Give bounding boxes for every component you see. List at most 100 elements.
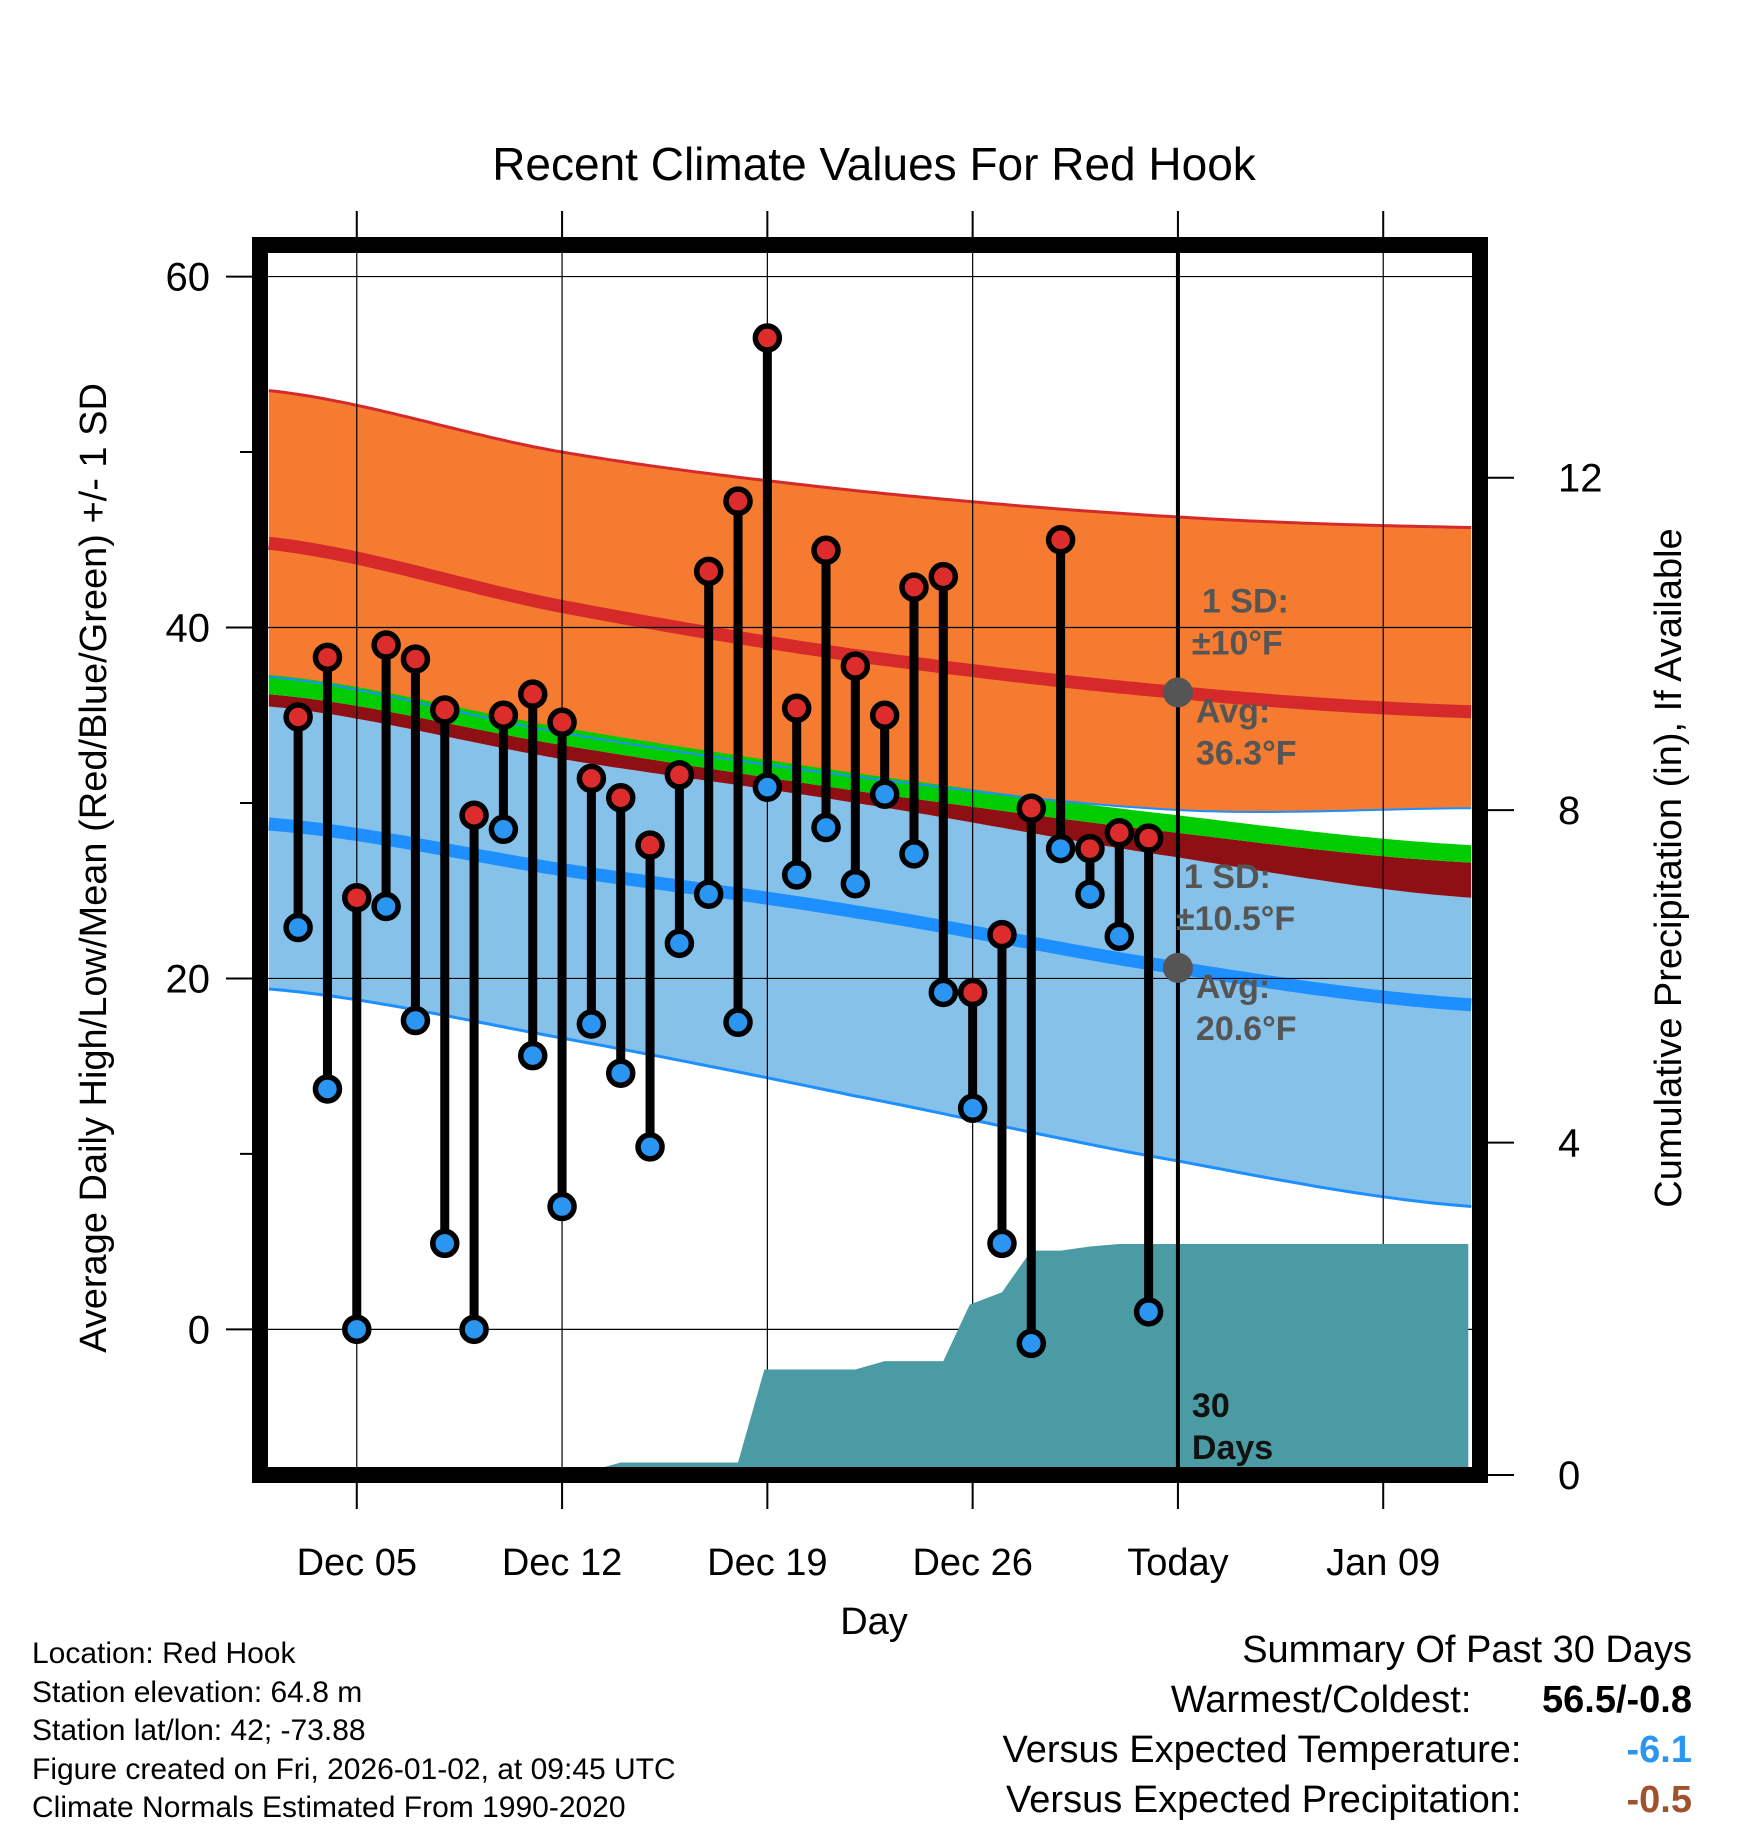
high-avg-marker bbox=[1162, 677, 1193, 708]
daily-low-point bbox=[899, 839, 929, 869]
x-tick-label: Dec 19 bbox=[707, 1542, 827, 1584]
daily-low-point bbox=[957, 1093, 988, 1124]
low-avg-value: 20.6°F bbox=[1196, 1010, 1297, 1048]
daily-high-point bbox=[430, 695, 460, 725]
daily-high-point bbox=[576, 763, 607, 794]
x-tick-label: Today bbox=[1127, 1542, 1228, 1584]
daily-high-point bbox=[869, 700, 900, 730]
x-axis-label: Day bbox=[840, 1601, 908, 1643]
daily-low-point bbox=[723, 1007, 753, 1038]
daily-high-point bbox=[517, 679, 548, 709]
precip-anomaly-label: Versus Expected Precipitation: bbox=[1006, 1779, 1522, 1821]
daily-low-point bbox=[928, 977, 959, 1008]
daily-high-point bbox=[1133, 823, 1164, 853]
daily-low-point bbox=[752, 772, 783, 802]
precip-area bbox=[268, 1244, 1469, 1475]
daily-high-point bbox=[547, 707, 577, 738]
daily-low-point bbox=[312, 1074, 343, 1104]
precipitation-area bbox=[268, 1244, 1469, 1475]
y2-tick-label: 12 bbox=[1558, 457, 1603, 501]
x-tick-label: Dec 05 bbox=[297, 1542, 417, 1584]
days-count-label: 30 bbox=[1192, 1387, 1230, 1425]
mean-outer-band bbox=[268, 694, 1472, 898]
high-sd-label: 1 SD: bbox=[1202, 582, 1289, 620]
high-lower-line bbox=[268, 675, 1472, 813]
daily-low-point bbox=[840, 868, 871, 899]
temp-anomaly-value: -6.1 bbox=[1626, 1729, 1692, 1771]
daily-high-point bbox=[664, 760, 695, 790]
daily-high-point bbox=[459, 800, 489, 831]
info-created: Figure created on Fri, 2026-01-02, at 09… bbox=[32, 1752, 676, 1786]
daily-high-point bbox=[723, 486, 753, 516]
warmest-coldest-value: 56.5/-0.8 bbox=[1542, 1679, 1692, 1721]
daily-high-point bbox=[1104, 818, 1135, 848]
warmest-coldest-label: Warmest/Coldest: bbox=[1170, 1679, 1472, 1721]
daily-low-point bbox=[283, 912, 313, 943]
info-elevation: Station elevation: 64.8 m bbox=[32, 1675, 363, 1709]
y-axis-label: Average Daily High/Low/Mean (Red/Blue/Gr… bbox=[73, 383, 115, 1353]
mean-band bbox=[268, 674, 1472, 863]
low-avg-marker bbox=[1162, 952, 1193, 983]
low-sd-label: 1 SD: bbox=[1184, 858, 1271, 896]
low-mean-line bbox=[268, 817, 1472, 1012]
daily-high-point bbox=[957, 977, 988, 1008]
x-tick-label: Dec 26 bbox=[912, 1542, 1032, 1584]
daily-low-point bbox=[1075, 879, 1105, 909]
low-avg-label: Avg: bbox=[1196, 968, 1270, 1006]
frame-rect bbox=[252, 237, 1488, 1483]
daily-high-point bbox=[1045, 525, 1076, 555]
daily-low-point bbox=[517, 1040, 548, 1071]
y-tick-label: 60 bbox=[166, 256, 211, 300]
days-unit-label: Days bbox=[1192, 1429, 1273, 1467]
daily-low-point bbox=[605, 1058, 636, 1088]
daily-high-point bbox=[635, 830, 665, 860]
y2-tick-label: 4 bbox=[1558, 1122, 1580, 1166]
daily-low-point bbox=[693, 879, 724, 909]
low-sd-band bbox=[268, 706, 1472, 1207]
daily-low-point bbox=[1045, 833, 1076, 864]
daily-low-point bbox=[371, 891, 401, 922]
chart-title: Recent Climate Values For Red Hook bbox=[492, 138, 1257, 190]
high-sd-value: ±10°F bbox=[1192, 624, 1283, 662]
temp-anomaly-label: Versus Expected Temperature: bbox=[1002, 1729, 1522, 1771]
y-tick-label: 0 bbox=[188, 1308, 210, 1352]
high-avg-label: Avg: bbox=[1196, 692, 1270, 730]
y2-tick-label: 8 bbox=[1558, 789, 1580, 833]
station-info: Location: Red Hook Station elevation: 64… bbox=[32, 1635, 676, 1828]
daily-high-point bbox=[987, 919, 1017, 950]
daily-low-point bbox=[987, 1228, 1017, 1259]
daily-low-point bbox=[1016, 1328, 1047, 1359]
x-tick-label: Jan 09 bbox=[1326, 1542, 1440, 1584]
daily-low-point bbox=[1133, 1297, 1164, 1327]
normal-annotations: 1 SD: ±10°F Avg: 36.3°F 1 SD: ±10.5°F Avg: 20.6… bbox=[1162, 582, 1297, 1467]
daily-low-point bbox=[576, 1009, 607, 1039]
summary-warmest-coldest: Warmest/Coldest: 56.5/-0.8 bbox=[1003, 1675, 1692, 1725]
high-upper-line bbox=[268, 389, 1472, 529]
daily-low-point bbox=[869, 779, 900, 809]
daily-high-point bbox=[488, 700, 519, 730]
daily-low-point bbox=[459, 1314, 489, 1345]
x-tick-label: Dec 12 bbox=[502, 1542, 622, 1584]
daily-high-point bbox=[693, 556, 724, 587]
daily-low-point bbox=[664, 928, 695, 959]
y2-axis-label: Cumulative Precipitation (in), If Availa… bbox=[1648, 528, 1690, 1207]
daily-high-point bbox=[283, 702, 313, 732]
y-tick-label: 40 bbox=[166, 607, 211, 651]
daily-low-point bbox=[781, 860, 812, 890]
summary-precip-anomaly: Versus Expected Precipitation: -0.5 bbox=[1003, 1775, 1692, 1825]
low-lower-line bbox=[268, 987, 1472, 1208]
climate-bands bbox=[268, 389, 1472, 1208]
daily-low-point bbox=[635, 1132, 665, 1162]
daily-high-point bbox=[928, 561, 959, 592]
info-normals: Climate Normals Estimated From 1990-2020 bbox=[32, 1791, 626, 1824]
summary-title: Summary Of Past 30 Days bbox=[1242, 1629, 1692, 1671]
daily-high-point bbox=[342, 882, 372, 913]
daily-high-point bbox=[312, 642, 343, 673]
daily-high-point bbox=[1075, 833, 1105, 864]
daily-high-point bbox=[781, 693, 812, 723]
summary-panel: Summary Of Past 30 Days Warmest/Coldest:… bbox=[1003, 1625, 1692, 1825]
high-sd-band bbox=[268, 390, 1472, 812]
daily-high-point bbox=[605, 782, 636, 813]
daily-low-point bbox=[1104, 921, 1135, 952]
daily-high-point bbox=[400, 644, 431, 674]
